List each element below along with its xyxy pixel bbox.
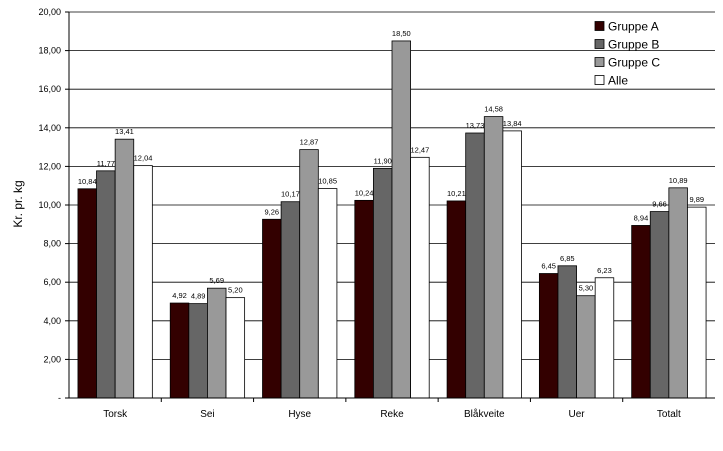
bar xyxy=(188,303,208,399)
bar xyxy=(576,295,596,399)
y-tick-label: 16,00 xyxy=(38,84,61,94)
data-label: 6,23 xyxy=(597,266,612,275)
bar xyxy=(538,273,559,399)
data-label: 10,85 xyxy=(318,177,337,186)
bar xyxy=(502,130,522,399)
bar xyxy=(446,200,467,399)
bar xyxy=(317,188,338,399)
data-label: 10,84 xyxy=(78,177,97,186)
data-label: 11,77 xyxy=(97,159,115,168)
data-label: 12,87 xyxy=(300,138,319,147)
bar xyxy=(133,165,153,399)
y-tick-label: 4,00 xyxy=(43,316,61,326)
category-label: Hyse xyxy=(288,409,311,420)
legend-label: Gruppe C xyxy=(608,56,660,70)
bar xyxy=(96,170,116,399)
bars-group xyxy=(77,40,707,399)
y-axis-label: Kr. pr. kg xyxy=(11,180,25,227)
bar xyxy=(372,167,393,399)
category-label: Totalt xyxy=(657,409,681,420)
data-label: 5,30 xyxy=(579,284,594,293)
y-tick-label: 14,00 xyxy=(38,123,61,133)
legend-swatch xyxy=(594,21,605,31)
data-label: 4,89 xyxy=(191,292,206,301)
bar xyxy=(262,218,282,399)
data-label: 6,85 xyxy=(560,254,575,263)
bar xyxy=(465,132,485,399)
data-label: 12,47 xyxy=(411,145,430,154)
data-label: 9,26 xyxy=(265,207,280,216)
data-label: 8,94 xyxy=(634,213,649,222)
category-label: Sei xyxy=(200,409,214,420)
category-label: Torsk xyxy=(103,409,128,420)
bar xyxy=(354,199,374,399)
category-label: Blåkveite xyxy=(464,408,505,420)
bar xyxy=(557,265,577,399)
bar xyxy=(114,138,135,399)
data-label: 9,89 xyxy=(689,195,704,204)
y-tick-label: 18,00 xyxy=(38,46,61,56)
bar xyxy=(594,277,615,399)
y-tick-label: 20,00 xyxy=(38,7,61,17)
y-tick-label: 12,00 xyxy=(38,161,61,171)
data-label: 6,45 xyxy=(541,262,556,271)
bar xyxy=(225,297,246,399)
legend-swatch xyxy=(594,57,605,67)
legend-label: Gruppe A xyxy=(608,20,659,34)
data-label: 11,90 xyxy=(374,156,392,165)
bar xyxy=(77,188,97,399)
data-label: 4,92 xyxy=(172,291,187,300)
y-tick-label: 10,00 xyxy=(38,200,61,210)
bar xyxy=(410,156,430,399)
bar xyxy=(483,116,504,399)
data-label: 13,41 xyxy=(115,127,134,136)
bar xyxy=(207,287,227,399)
y-tick-label: 2,00 xyxy=(43,354,61,364)
bar xyxy=(280,201,301,399)
data-label: 9,66 xyxy=(652,200,667,209)
category-labels: Torsk Sei Hyse Reke Blåkveite Uer Totalt xyxy=(103,408,681,420)
data-label: 14,58 xyxy=(484,105,503,114)
legend-label: Gruppe B xyxy=(608,38,659,52)
legend: Gruppe A Gruppe B Gruppe C Alle xyxy=(594,20,660,88)
bar xyxy=(391,40,412,399)
data-label: 13,84 xyxy=(503,119,522,128)
data-label: 12,04 xyxy=(134,154,153,163)
axes xyxy=(68,12,715,402)
bar xyxy=(169,302,190,399)
y-tick-label: 8,00 xyxy=(43,239,61,249)
legend-swatch xyxy=(594,39,605,49)
data-label: 18,50 xyxy=(392,29,411,38)
data-label: 10,17 xyxy=(281,190,300,199)
bar xyxy=(687,206,707,399)
bar xyxy=(668,187,688,399)
y-tick-labels: - 2,00 4,00 6,00 8,00 10,00 12,00 14,00 16,00 18,… xyxy=(38,7,61,403)
data-label: 10,21 xyxy=(447,189,466,198)
data-label: 10,24 xyxy=(355,188,374,197)
data-label: 5,69 xyxy=(209,276,224,285)
bar xyxy=(649,211,670,399)
data-label: 10,89 xyxy=(669,176,688,185)
y-tick-label: 6,00 xyxy=(43,277,61,287)
category-label: Reke xyxy=(380,409,404,420)
y-tick-label: - xyxy=(58,393,61,403)
bar xyxy=(299,149,319,399)
bar xyxy=(631,225,651,399)
legend-swatch xyxy=(594,75,605,85)
category-label: Uer xyxy=(569,409,586,420)
data-label: 5,20 xyxy=(228,286,243,295)
data-label: 13,73 xyxy=(466,121,485,130)
legend-label: Alle xyxy=(608,74,628,88)
